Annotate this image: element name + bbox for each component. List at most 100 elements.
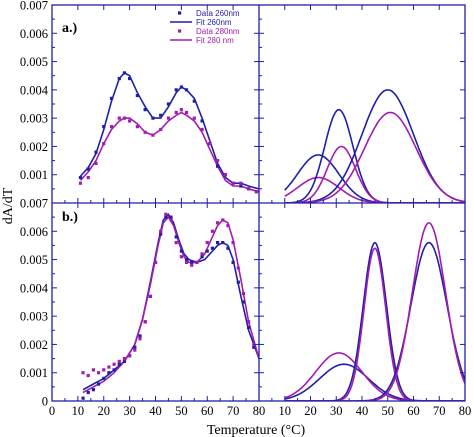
y-tick-label: 0.006 bbox=[20, 27, 48, 41]
data-point bbox=[86, 373, 90, 378]
data-point bbox=[216, 158, 220, 163]
data-point bbox=[184, 257, 189, 262]
panel-1 bbox=[51, 4, 260, 204]
data-point bbox=[122, 116, 127, 120]
data-point bbox=[252, 345, 256, 349]
x-tick-label: 30 bbox=[123, 404, 136, 418]
figure-frame bbox=[51, 4, 466, 402]
gaussian-component-6 bbox=[284, 221, 465, 401]
data-point bbox=[254, 190, 259, 194]
y-axis-label: dA/dT bbox=[1, 187, 16, 224]
data-point bbox=[112, 362, 116, 366]
data-point bbox=[122, 71, 127, 75]
data-series-4 bbox=[81, 212, 256, 378]
legend-marker bbox=[178, 11, 182, 15]
data-point bbox=[86, 167, 90, 171]
data-point bbox=[138, 334, 142, 338]
data-point bbox=[239, 181, 243, 185]
x-tick-label: 80 bbox=[253, 404, 266, 418]
data-point bbox=[159, 229, 163, 233]
fit-line-2 bbox=[79, 111, 259, 193]
data-point bbox=[195, 260, 199, 264]
data-point bbox=[81, 371, 85, 375]
data-point bbox=[164, 215, 168, 219]
gaussian-component-4 bbox=[284, 247, 465, 401]
data-point bbox=[102, 142, 106, 146]
legend-label: Fit 260nm bbox=[196, 18, 232, 27]
data-point bbox=[216, 241, 220, 245]
legend-marker bbox=[178, 29, 182, 33]
data-point bbox=[128, 119, 132, 123]
data-point bbox=[216, 164, 220, 168]
data-point bbox=[86, 390, 90, 395]
x-tick-label: 50 bbox=[175, 404, 188, 418]
data-point bbox=[159, 232, 163, 236]
y-tick-label: 0.002 bbox=[20, 140, 48, 154]
data-point bbox=[190, 260, 194, 264]
data-point bbox=[159, 127, 163, 132]
data-point bbox=[169, 215, 173, 219]
data-point bbox=[138, 337, 142, 341]
data-point bbox=[117, 116, 121, 120]
x-tick-label: 80 bbox=[459, 404, 472, 418]
data-point bbox=[102, 125, 106, 129]
x-tick-label: 60 bbox=[201, 404, 214, 418]
data-point bbox=[184, 260, 189, 264]
gaussian-component-3 bbox=[284, 241, 465, 401]
data-point bbox=[166, 102, 171, 106]
legend-label: Data 280nm bbox=[196, 27, 240, 36]
data-point bbox=[117, 362, 121, 366]
y-tick-label: 0 bbox=[42, 395, 48, 409]
x-tick-label: 70 bbox=[433, 404, 446, 418]
data-point bbox=[231, 241, 235, 245]
data-point bbox=[231, 260, 235, 264]
plot-area bbox=[284, 221, 465, 401]
data-point bbox=[192, 99, 196, 103]
plot-area bbox=[78, 71, 259, 194]
data-point bbox=[107, 365, 111, 369]
data-point bbox=[135, 125, 139, 129]
y-tick-label: 0.003 bbox=[20, 112, 48, 126]
data-point bbox=[102, 376, 106, 380]
data-point bbox=[159, 113, 163, 117]
data-point bbox=[135, 93, 139, 98]
data-point bbox=[179, 85, 183, 89]
data-point bbox=[241, 300, 246, 304]
panel-label-b: b.) bbox=[62, 210, 78, 225]
x-tick-label: 30 bbox=[330, 404, 343, 418]
data-point bbox=[164, 212, 168, 216]
data-series-3 bbox=[81, 215, 256, 400]
legend-item: Fit 260nm bbox=[170, 18, 232, 27]
data-point bbox=[205, 249, 209, 253]
data-point bbox=[200, 252, 204, 256]
data-point bbox=[81, 396, 85, 400]
x-tick-label: 50 bbox=[382, 404, 395, 418]
data-point bbox=[236, 266, 240, 270]
data-series-3 bbox=[78, 71, 259, 194]
legend-label: Data 260nm bbox=[196, 9, 240, 18]
data-point bbox=[210, 229, 215, 233]
data-point bbox=[148, 294, 152, 298]
x-tick-label: 20 bbox=[98, 404, 111, 418]
data-point bbox=[86, 175, 90, 180]
data-point bbox=[102, 368, 106, 372]
y-tick-label: 0.001 bbox=[20, 366, 48, 380]
data-point bbox=[174, 88, 178, 92]
data-point bbox=[153, 260, 158, 264]
data-point bbox=[226, 224, 230, 228]
plot-area bbox=[284, 89, 465, 203]
data-point bbox=[174, 110, 178, 115]
panels-layer bbox=[51, 4, 466, 402]
data-point bbox=[179, 249, 183, 253]
x-tick-label: 0 bbox=[49, 404, 55, 418]
data-point bbox=[252, 342, 256, 347]
data-point bbox=[247, 187, 251, 191]
data-point bbox=[231, 181, 235, 185]
data-point bbox=[205, 241, 209, 245]
data-point bbox=[94, 150, 98, 154]
x-tick-label: 40 bbox=[149, 404, 162, 418]
panel-label-a: a.) bbox=[62, 21, 78, 36]
data-point bbox=[107, 371, 111, 375]
y-tick-label: 0.004 bbox=[20, 281, 49, 295]
